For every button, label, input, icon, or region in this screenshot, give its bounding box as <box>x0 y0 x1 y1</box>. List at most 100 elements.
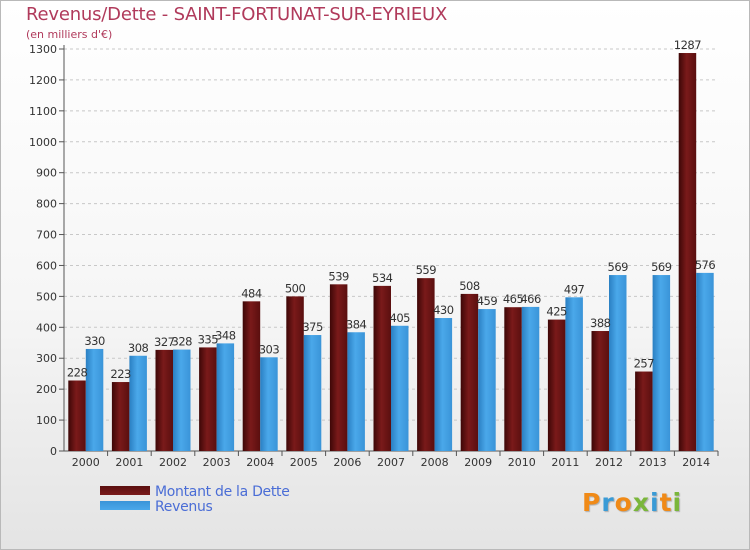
data-label: 303 <box>259 342 280 356</box>
data-label: 405 <box>390 311 411 325</box>
x-tick-label: 2005 <box>290 456 318 469</box>
data-label: 500 <box>285 281 306 295</box>
bar-revenus <box>303 335 322 451</box>
bar-dette <box>111 382 130 451</box>
legend-swatch-revenus <box>100 501 150 510</box>
x-tick-label: 2012 <box>595 456 623 469</box>
bar-dette <box>417 278 435 451</box>
x-tick-label: 2011 <box>551 456 579 469</box>
proxiti-logo: Proxiti <box>582 488 682 517</box>
data-label: 327 <box>154 335 175 349</box>
logo-letter: o <box>614 488 633 517</box>
bar-dette <box>460 293 479 451</box>
logo-letter: x <box>632 488 650 517</box>
data-label: 228 <box>67 365 88 379</box>
bar-dette <box>635 371 653 451</box>
bar-revenus <box>216 343 235 451</box>
y-tick-label: 500 <box>36 290 57 303</box>
bar-dette <box>373 285 391 451</box>
bar-dette <box>504 307 522 451</box>
bar-revenus <box>478 309 496 451</box>
y-tick-label: 200 <box>36 383 57 396</box>
bar-revenus <box>173 349 191 451</box>
bar-dette <box>547 319 566 451</box>
legend-swatch-dette <box>100 486 150 495</box>
logo-letter: i <box>650 488 660 517</box>
x-tick-label: 2006 <box>333 456 361 469</box>
data-label: 384 <box>346 317 367 331</box>
y-tick-label: 100 <box>36 414 57 427</box>
chart-title: Revenus/Dette - SAINT-FORTUNAT-SUR-EYRIE… <box>26 4 448 25</box>
bar-dette <box>286 296 304 451</box>
bar-revenus <box>260 357 278 451</box>
bar-revenus <box>696 272 714 451</box>
bar-dette <box>242 301 261 451</box>
data-label: 330 <box>84 334 105 348</box>
bar-revenus <box>565 297 583 451</box>
x-tick-label: 2014 <box>682 456 710 469</box>
data-label: 430 <box>433 303 454 317</box>
data-label: 466 <box>520 292 541 306</box>
x-tick-label: 2003 <box>203 456 231 469</box>
y-tick-label: 1100 <box>29 105 57 118</box>
logo-letter: P <box>582 488 602 517</box>
data-label: 335 <box>198 332 219 346</box>
bar-revenus <box>521 306 540 451</box>
x-tick-label: 2004 <box>246 456 274 469</box>
y-tick-label: 300 <box>36 352 57 365</box>
data-label: 569 <box>608 260 629 274</box>
bar-dette <box>155 349 173 451</box>
x-tick-label: 2001 <box>115 456 143 469</box>
axes: 0 100 200 300 400 500 600 700 800 900 1000 1100 1200… <box>29 43 719 469</box>
data-label: 388 <box>590 316 611 330</box>
y-tick-label: 1200 <box>29 74 57 87</box>
data-label: 425 <box>546 305 567 319</box>
x-tick-label: 2008 <box>421 456 449 469</box>
data-label: 497 <box>564 282 585 296</box>
data-label: 576 <box>695 258 716 272</box>
chart-subtitle: (en milliers d'€) <box>26 28 113 41</box>
y-tick-label: 600 <box>36 259 57 272</box>
y-tick-label: 800 <box>36 198 57 211</box>
y-tick-label: 1300 <box>29 43 57 56</box>
data-label: 459 <box>477 294 498 308</box>
bar-revenus <box>391 325 409 451</box>
bar-revenus <box>85 348 104 451</box>
bars <box>68 53 714 452</box>
data-label: 257 <box>634 357 655 371</box>
bar-revenus <box>609 275 627 451</box>
data-label: 375 <box>302 320 323 334</box>
y-tick-label: 1000 <box>29 136 57 149</box>
data-label: 465 <box>503 292 524 306</box>
bar-dette <box>329 284 348 451</box>
x-tick-label: 2007 <box>377 456 405 469</box>
x-tick-label: 2009 <box>464 456 492 469</box>
data-label: 539 <box>328 269 349 283</box>
bar-dette <box>199 347 217 451</box>
x-tick-label: 2013 <box>639 456 667 469</box>
bar-dette <box>68 380 86 451</box>
y-tick-label: 700 <box>36 229 57 242</box>
data-label: 569 <box>651 260 672 274</box>
legend-label-revenus: Revenus <box>155 499 213 515</box>
data-label: 484 <box>241 286 262 300</box>
data-label: 348 <box>215 328 236 342</box>
data-label: 328 <box>172 335 193 349</box>
y-tick-label: 900 <box>36 167 57 180</box>
legend-label-dette: Montant de la Dette <box>155 484 290 500</box>
logo-letter: r <box>601 488 615 517</box>
data-label: 223 <box>110 367 131 381</box>
x-tick-label: 2010 <box>508 456 536 469</box>
bar-revenus <box>652 275 671 451</box>
y-tick-label: 0 <box>50 445 57 458</box>
data-label: 559 <box>416 263 437 277</box>
x-tick-label: 2002 <box>159 456 187 469</box>
bar-revenus <box>347 332 365 451</box>
data-label: 1287 <box>674 38 701 52</box>
y-tick-label: 400 <box>36 321 57 334</box>
bar-dette <box>591 331 609 451</box>
data-label: 534 <box>372 271 393 285</box>
